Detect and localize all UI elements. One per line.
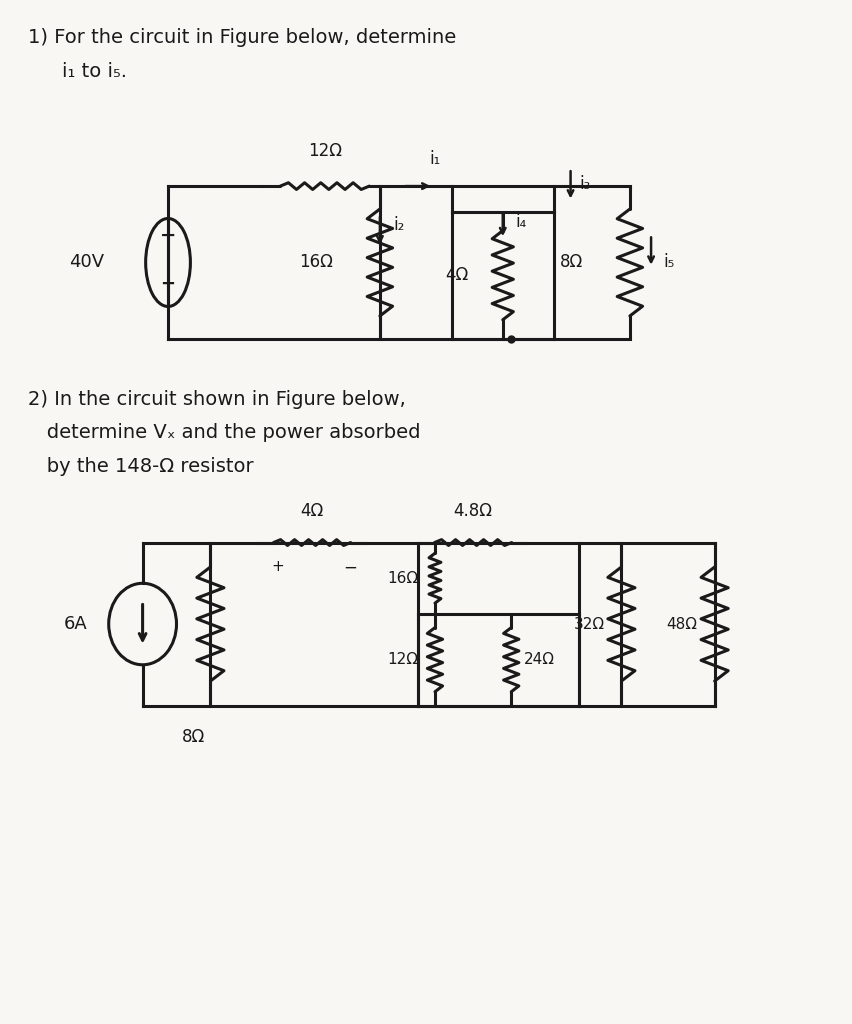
Text: determine Vₓ and the power absorbed: determine Vₓ and the power absorbed bbox=[28, 423, 420, 442]
Text: 1) For the circuit in Figure below, determine: 1) For the circuit in Figure below, dete… bbox=[28, 29, 456, 47]
Text: 12Ω: 12Ω bbox=[387, 652, 417, 668]
Text: 8Ω: 8Ω bbox=[181, 728, 204, 745]
Text: +: + bbox=[160, 275, 176, 294]
Text: i₄: i₄ bbox=[515, 213, 527, 230]
Text: +: + bbox=[272, 559, 285, 573]
Text: −: − bbox=[159, 226, 176, 245]
Text: i₅: i₅ bbox=[663, 254, 674, 271]
Text: i₃: i₃ bbox=[579, 175, 590, 194]
Text: 16Ω: 16Ω bbox=[299, 254, 333, 271]
Text: 24Ω: 24Ω bbox=[523, 652, 555, 668]
Text: 32Ω: 32Ω bbox=[573, 616, 604, 632]
Text: 4Ω: 4Ω bbox=[300, 502, 324, 520]
Text: i₁ to i₅.: i₁ to i₅. bbox=[62, 61, 127, 81]
Text: 2) In the circuit shown in Figure below,: 2) In the circuit shown in Figure below, bbox=[28, 390, 406, 409]
Text: 8Ω: 8Ω bbox=[560, 254, 583, 271]
Text: i₂: i₂ bbox=[393, 216, 405, 233]
Text: i₁: i₁ bbox=[429, 150, 440, 168]
Text: 6A: 6A bbox=[64, 615, 88, 633]
Text: 48Ω: 48Ω bbox=[666, 616, 697, 632]
Text: 40V: 40V bbox=[69, 254, 104, 271]
Text: −: − bbox=[343, 559, 357, 577]
Text: 12Ω: 12Ω bbox=[308, 141, 342, 160]
Text: 4Ω: 4Ω bbox=[445, 266, 469, 285]
Text: 16Ω: 16Ω bbox=[387, 570, 417, 586]
Text: by the 148-Ω resistor: by the 148-Ω resistor bbox=[28, 457, 254, 476]
Text: 4.8Ω: 4.8Ω bbox=[453, 502, 492, 520]
